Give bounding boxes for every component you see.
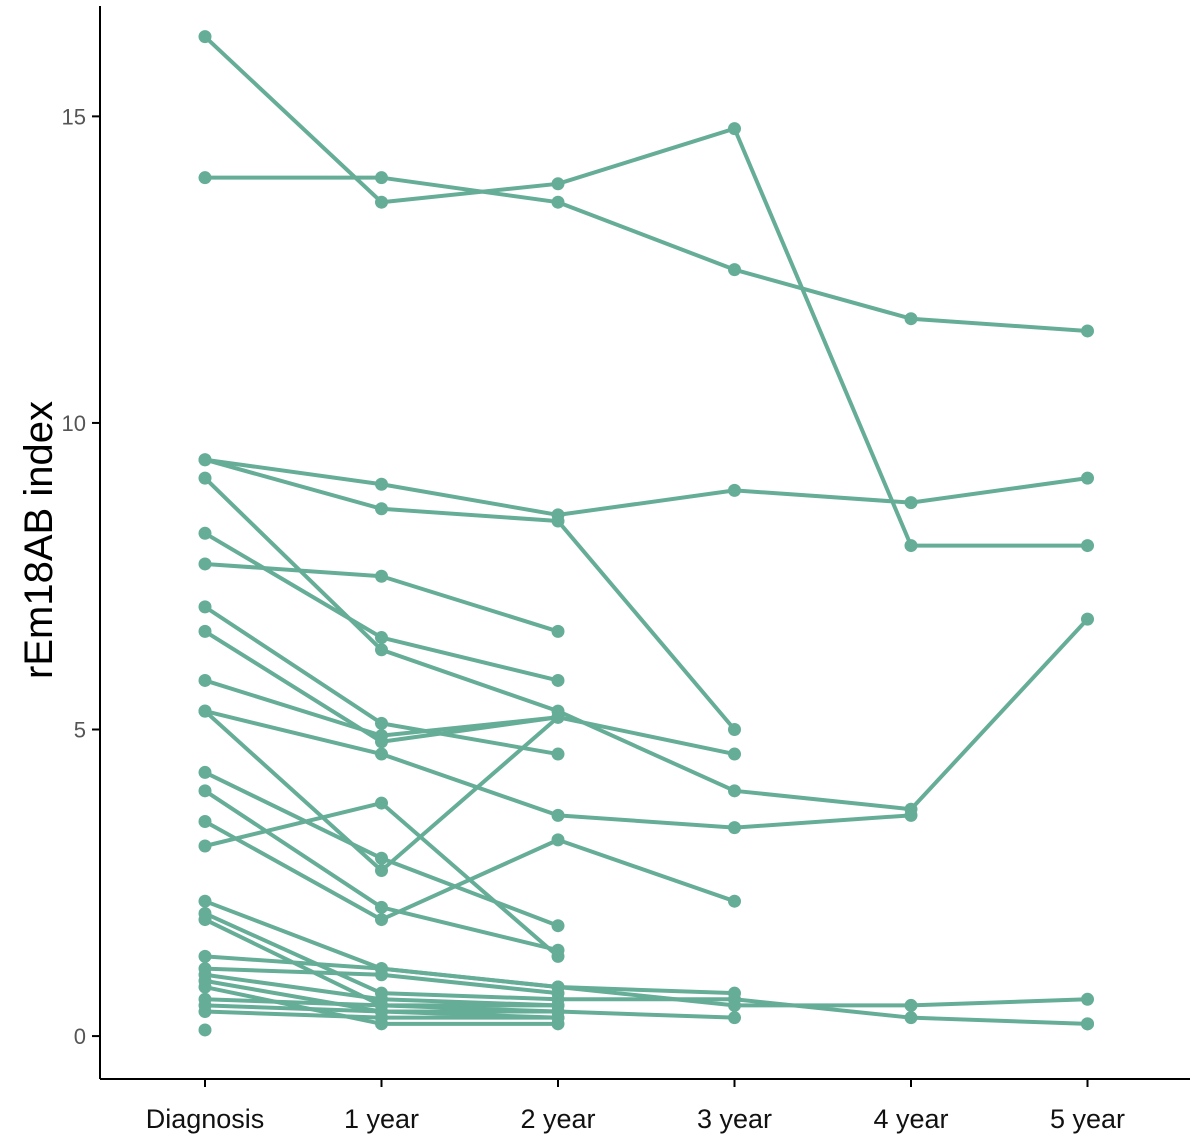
data-point bbox=[1081, 471, 1094, 485]
data-point bbox=[551, 808, 565, 822]
data-point bbox=[198, 839, 212, 853]
data-point bbox=[551, 986, 565, 1000]
data-point bbox=[198, 1005, 212, 1019]
data-points bbox=[198, 30, 1094, 1037]
series-line bbox=[203, 899, 1090, 1008]
data-point bbox=[728, 821, 741, 835]
series-lines bbox=[203, 34, 1090, 1026]
data-point bbox=[728, 986, 741, 1000]
data-point bbox=[1081, 324, 1094, 338]
data-point bbox=[198, 913, 212, 927]
data-point bbox=[198, 980, 212, 994]
x-tick-label: 5 year bbox=[1050, 1104, 1125, 1134]
data-point bbox=[375, 851, 388, 865]
data-point bbox=[375, 900, 388, 914]
data-point bbox=[728, 784, 741, 798]
series-line bbox=[203, 531, 560, 683]
data-point bbox=[375, 569, 388, 583]
data-point bbox=[198, 471, 212, 485]
data-point bbox=[198, 784, 212, 798]
data-point bbox=[198, 600, 212, 614]
y-tick-label: 15 bbox=[62, 104, 86, 129]
x-axis-ticks: Diagnosis 1 year 2 year 3 year 4 year 5 year bbox=[146, 1079, 1125, 1134]
series-line bbox=[203, 175, 1090, 333]
data-point bbox=[1081, 1017, 1094, 1031]
data-point bbox=[198, 814, 212, 828]
data-point bbox=[198, 30, 212, 44]
data-point bbox=[198, 624, 212, 638]
data-point bbox=[375, 1011, 388, 1025]
y-axis-title: rEm18AB index bbox=[17, 401, 61, 679]
data-point bbox=[375, 631, 388, 645]
x-tick-label: Diagnosis bbox=[146, 1104, 265, 1134]
data-point bbox=[551, 177, 565, 191]
data-point bbox=[198, 765, 212, 779]
data-point bbox=[1081, 539, 1094, 553]
data-point bbox=[198, 557, 212, 571]
data-point bbox=[551, 710, 565, 724]
data-point bbox=[198, 171, 212, 185]
data-point bbox=[375, 913, 388, 927]
series-line bbox=[203, 34, 1090, 548]
data-point bbox=[551, 1011, 565, 1025]
data-point bbox=[904, 496, 918, 510]
series-line bbox=[203, 911, 1090, 1026]
data-point bbox=[1081, 992, 1094, 1006]
data-point bbox=[551, 833, 565, 847]
data-point bbox=[728, 723, 741, 737]
data-point bbox=[375, 729, 388, 743]
data-point bbox=[551, 624, 565, 638]
data-point bbox=[198, 1023, 212, 1037]
x-tick-label: 3 year bbox=[697, 1104, 772, 1134]
data-point bbox=[551, 514, 565, 528]
data-point bbox=[198, 453, 212, 467]
data-point bbox=[198, 673, 212, 687]
data-point bbox=[375, 643, 388, 657]
data-point bbox=[198, 949, 212, 963]
data-point bbox=[198, 894, 212, 908]
data-point bbox=[198, 704, 212, 718]
series-line bbox=[203, 629, 737, 757]
data-point bbox=[728, 122, 741, 136]
data-point bbox=[728, 1011, 741, 1025]
data-point bbox=[375, 171, 388, 185]
data-point bbox=[904, 808, 918, 822]
x-tick-label: 1 year bbox=[344, 1104, 419, 1134]
data-point bbox=[728, 483, 741, 497]
data-point bbox=[551, 949, 565, 963]
data-point bbox=[375, 864, 388, 878]
data-point bbox=[728, 263, 741, 277]
data-point bbox=[551, 919, 565, 933]
data-point bbox=[375, 716, 388, 730]
series-line bbox=[203, 954, 737, 996]
x-tick-label: 2 year bbox=[520, 1104, 595, 1134]
series-line bbox=[203, 476, 1090, 812]
data-point bbox=[551, 747, 565, 761]
series-line bbox=[203, 457, 737, 732]
data-point bbox=[904, 1011, 918, 1025]
series-line bbox=[203, 457, 1090, 517]
data-point bbox=[728, 747, 741, 761]
data-point bbox=[904, 539, 918, 553]
data-point bbox=[375, 502, 388, 516]
y-axis-ticks: 0 5 10 15 bbox=[62, 104, 100, 1049]
data-point bbox=[375, 747, 388, 761]
series-line bbox=[203, 819, 737, 922]
y-tick-label: 0 bbox=[74, 1024, 86, 1049]
data-point bbox=[904, 312, 918, 326]
data-point bbox=[551, 195, 565, 209]
data-point bbox=[728, 894, 741, 908]
y-tick-label: 5 bbox=[74, 718, 86, 743]
data-point bbox=[551, 673, 565, 687]
x-tick-label: 4 year bbox=[873, 1104, 948, 1134]
data-point bbox=[375, 968, 388, 982]
data-point bbox=[375, 195, 388, 209]
data-point bbox=[198, 526, 212, 540]
data-point bbox=[375, 796, 388, 810]
data-point bbox=[375, 477, 388, 491]
data-point bbox=[1081, 612, 1094, 626]
y-tick-label: 10 bbox=[62, 411, 86, 436]
data-point bbox=[904, 998, 918, 1012]
